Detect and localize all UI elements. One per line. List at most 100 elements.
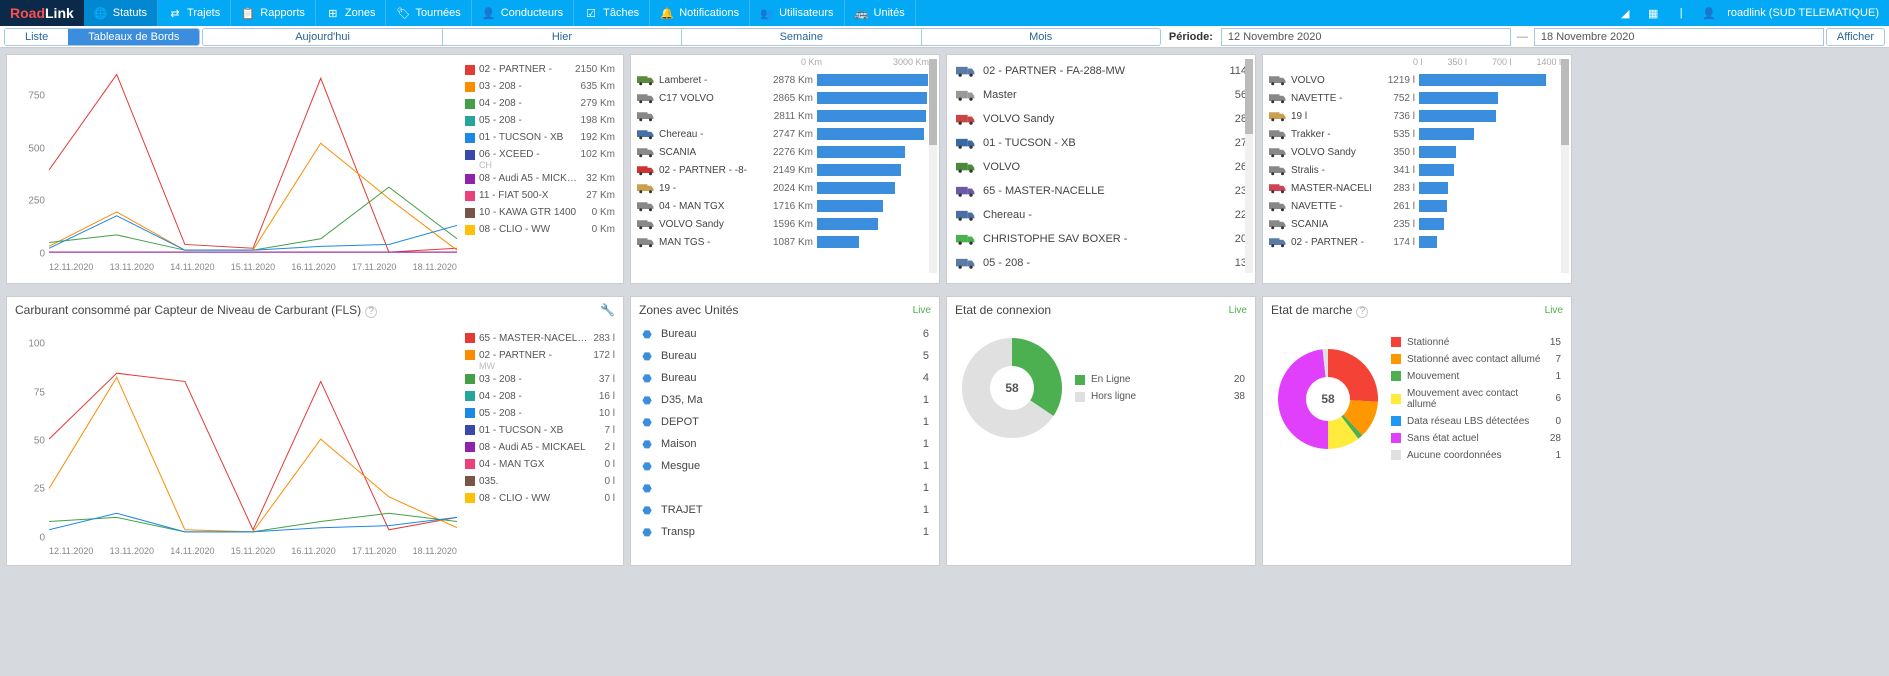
- km-list-row[interactable]: Lamberet -2878 Km: [637, 71, 933, 89]
- legend-item[interactable]: 08 - Audi A5 - MICKAEL2 l: [465, 439, 615, 456]
- km-list-row[interactable]: 2811 Km: [637, 107, 933, 125]
- nav-notifications[interactable]: 🔔Notifications: [650, 0, 750, 26]
- km-list-row[interactable]: 02 - PARTNER - -8-2149 Km: [637, 161, 933, 179]
- trips-list-row[interactable]: Chereau -22: [953, 203, 1249, 227]
- legend-item[interactable]: 05 - 208 -10 l: [465, 405, 615, 422]
- zone-row[interactable]: ⬣D35, Ma1: [639, 389, 931, 411]
- km-list-row[interactable]: 19 -2024 Km: [637, 179, 933, 197]
- km-list-row[interactable]: VOLVO Sandy1596 Km: [637, 215, 933, 233]
- pie-legend-item[interactable]: Stationné15: [1391, 334, 1561, 351]
- nav-unités[interactable]: 🚌Unités: [845, 0, 916, 26]
- legend-item[interactable]: 01 - TUCSON - XB7 l: [465, 422, 615, 439]
- liters-list-row[interactable]: 19 l736 l: [1269, 107, 1565, 125]
- liters-list-row[interactable]: 02 - PARTNER -174 l: [1269, 233, 1565, 251]
- ruler-icon[interactable]: ◢: [1615, 3, 1635, 23]
- km-list-row[interactable]: MAN TGS -1087 Km: [637, 233, 933, 251]
- legend-item[interactable]: 04 - 208 -279 Km: [465, 95, 615, 112]
- zone-row[interactable]: ⬣TRAJET1: [639, 499, 931, 521]
- zone-row[interactable]: ⬣Bureau6: [639, 323, 931, 345]
- pie-legend-item[interactable]: Mouvement1: [1391, 368, 1561, 385]
- trips-list-row[interactable]: VOLVO Sandy28: [953, 107, 1249, 131]
- zone-row[interactable]: ⬣Transp1: [639, 521, 931, 543]
- user-label[interactable]: roadlink (SUD TELEMATIQUE): [1727, 7, 1879, 19]
- liters-list-row[interactable]: MASTER-NACELLE -283 l: [1269, 179, 1565, 197]
- date-to-input[interactable]: [1534, 28, 1824, 46]
- liters-list-row[interactable]: VOLVO Sandy350 l: [1269, 143, 1565, 161]
- legend-item[interactable]: 03 - 208 -37 l: [465, 371, 615, 388]
- time-tab-mois[interactable]: Mois: [922, 29, 1160, 45]
- view-list-button[interactable]: Liste: [5, 29, 68, 45]
- date-from-input[interactable]: [1221, 28, 1511, 46]
- km-list-row[interactable]: C17 VOLVO2865 Km: [637, 89, 933, 107]
- zone-row[interactable]: ⬣Bureau5: [639, 345, 931, 367]
- legend-item[interactable]: 11 - FIAT 500-X27 Km: [465, 187, 615, 204]
- nav-zones[interactable]: ⊞Zones: [316, 0, 387, 26]
- help-icon[interactable]: ?: [365, 306, 377, 318]
- trips-list-row[interactable]: 05 - 208 -13: [953, 251, 1249, 275]
- pie-legend-item[interactable]: Hors ligne38: [1075, 388, 1245, 405]
- liters-list-row[interactable]: SCANIA235 l: [1269, 215, 1565, 233]
- zone-row[interactable]: ⬣Bureau4: [639, 367, 931, 389]
- zone-row[interactable]: ⬣DEPOT1: [639, 411, 931, 433]
- legend-item[interactable]: 02 - PARTNER -2150 Km: [465, 61, 615, 78]
- km-list-row[interactable]: 04 - MAN TGX1716 Km: [637, 197, 933, 215]
- show-button[interactable]: Afficher: [1826, 28, 1885, 46]
- pie-center-total: 58: [1306, 377, 1350, 421]
- grid-icon[interactable]: ▦: [1643, 3, 1663, 23]
- legend-item[interactable]: 65 - MASTER-NACELLE -283 l: [465, 330, 615, 347]
- trips-list-row[interactable]: CHRISTOPHE SAV BOXER -20: [953, 227, 1249, 251]
- pie-legend-item[interactable]: En Ligne20: [1075, 371, 1245, 388]
- unit-value: 2747 Km: [763, 129, 813, 140]
- legend-item[interactable]: 01 - TUCSON - XB192 Km: [465, 129, 615, 146]
- settings-icon[interactable]: 🔧: [600, 303, 615, 317]
- user-icon[interactable]: 👤: [1699, 3, 1719, 23]
- legend-item[interactable]: 035.0 l: [465, 473, 615, 490]
- zone-row[interactable]: ⬣1: [639, 477, 931, 499]
- nav-trajets[interactable]: ⇄Trajets: [158, 0, 231, 26]
- trips-list-row[interactable]: 01 - TUCSON - XB27: [953, 131, 1249, 155]
- legend-item[interactable]: 04 - MAN TGX0 l: [465, 456, 615, 473]
- legend-item[interactable]: 04 - 208 -16 l: [465, 388, 615, 405]
- nav-utilisateurs[interactable]: 👥Utilisateurs: [750, 0, 844, 26]
- trips-list-row[interactable]: 02 - PARTNER - FA-288-MW114: [953, 59, 1249, 83]
- liters-list-row[interactable]: NAVETTE -752 l: [1269, 89, 1565, 107]
- legend-item[interactable]: 08 - CLIO - WW0 l: [465, 490, 615, 507]
- legend-item[interactable]: 10 - KAWA GTR 14000 Km: [465, 204, 615, 221]
- legend-item[interactable]: 08 - CLIO - WW0 Km: [465, 221, 615, 238]
- trips-list-row[interactable]: 65 - MASTER-NACELLE23: [953, 179, 1249, 203]
- pie-legend-item[interactable]: Stationné avec contact allumé7: [1391, 351, 1561, 368]
- time-tab-hier[interactable]: Hier: [443, 29, 682, 45]
- liters-list-row[interactable]: Stralis -341 l: [1269, 161, 1565, 179]
- nav-conducteurs[interactable]: 👤Conducteurs: [472, 0, 574, 26]
- legend-item[interactable]: 08 - Audi A5 - MICKAEL32 Km: [465, 170, 615, 187]
- unit-value: 2878 Km: [763, 75, 813, 86]
- liters-list-row[interactable]: VOLVO1219 l: [1269, 71, 1565, 89]
- time-tab-aujourd'hui[interactable]: Aujourd'hui: [203, 29, 442, 45]
- km-list-row[interactable]: Chereau -2747 Km: [637, 125, 933, 143]
- legend-item[interactable]: 05 - 208 -198 Km: [465, 112, 615, 129]
- pie-legend-item[interactable]: Aucune coordonnées1: [1391, 447, 1561, 464]
- pie-legend-item[interactable]: Sans état actuel28: [1391, 430, 1561, 447]
- nav-tâches[interactable]: ☑Tâches: [574, 0, 650, 26]
- liters-list-row[interactable]: NAVETTE -261 l: [1269, 197, 1565, 215]
- trips-list-row[interactable]: Master56: [953, 83, 1249, 107]
- zone-row[interactable]: ⬣Mesgue1: [639, 455, 931, 477]
- km-list-row[interactable]: SCANIA2276 Km: [637, 143, 933, 161]
- nav-statuts[interactable]: 🌐Statuts: [84, 0, 158, 26]
- legend-label: Mouvement: [1407, 371, 1549, 382]
- pie-legend-item[interactable]: Mouvement avec contact allumé6: [1391, 385, 1561, 413]
- legend-item[interactable]: 03 - 208 -635 Km: [465, 78, 615, 95]
- nav-tournées[interactable]: 🏷Tournées: [386, 0, 471, 26]
- legend-label: 01 - TUCSON - XB: [479, 132, 577, 143]
- zone-row[interactable]: ⬣Maison1: [639, 433, 931, 455]
- time-tab-semaine[interactable]: Semaine: [682, 29, 921, 45]
- fuel-panel-title: Carburant consommé par Capteur de Niveau…: [15, 303, 361, 317]
- pie-legend-item[interactable]: Data réseau LBS détectées0: [1391, 413, 1561, 430]
- help-icon[interactable]: ?: [1356, 306, 1368, 318]
- vehicle-icon: [955, 135, 977, 151]
- trips-list-row[interactable]: VOLVO26: [953, 155, 1249, 179]
- liters-list-row[interactable]: Trakker -535 l: [1269, 125, 1565, 143]
- bar-wrap: [1419, 182, 1565, 194]
- nav-rapports[interactable]: 📋Rapports: [231, 0, 316, 26]
- view-dashboard-button[interactable]: Tableaux de Bords: [68, 29, 199, 45]
